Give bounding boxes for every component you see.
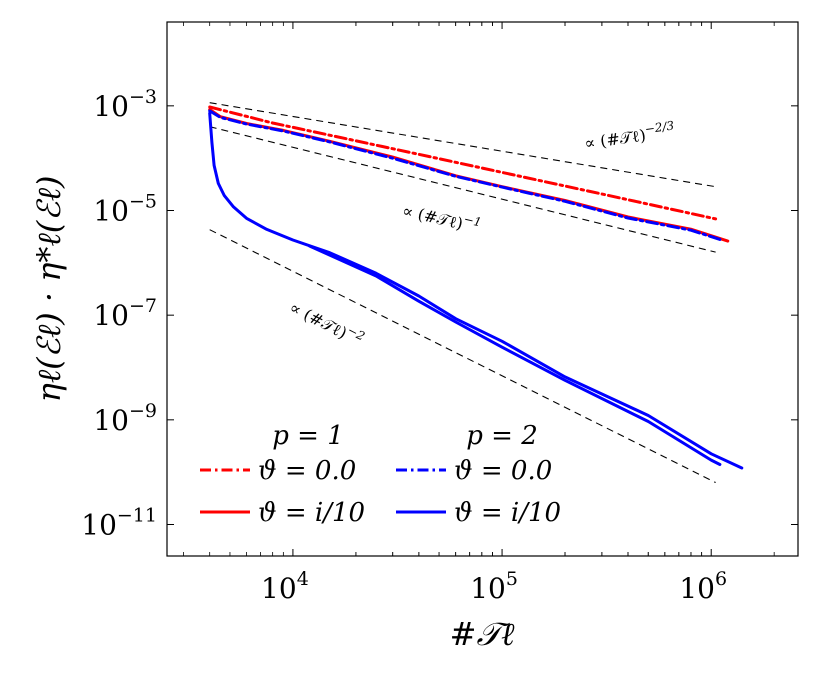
reference-label-base: ∝ (#𝒯ℓ) [583,126,647,153]
reference-label-exp: −2/3 [644,118,675,136]
legend-header: p = 1 [272,421,344,451]
y-tick-exp: −5 [129,191,157,213]
y-tick-label: 10−5 [93,191,157,228]
x-tick-exp: 4 [297,568,309,590]
y-tick-label: 10−3 [93,86,157,123]
legend-label: ϑ = i/10 [258,498,365,528]
series-line-p1_theta0 [208,105,718,221]
y-tick-base: 10 [93,90,129,123]
legend-label: ϑ = 0.0 [258,456,356,486]
y-tick-base: 10 [93,299,129,332]
y-tick-exp: −11 [117,504,157,526]
data-series [208,105,744,470]
legend-header: p = 2 [466,421,538,451]
legend-label: ϑ = i/10 [454,498,561,528]
x-tick-label: 106 [679,568,727,605]
legend-label: ϑ = 0.0 [454,456,552,486]
y-tick-label: 10−11 [81,504,157,541]
y-tick-base: 10 [93,404,129,437]
reference-line [209,229,716,484]
x-tick-base: 10 [679,572,715,605]
y-tick-label: 10−9 [93,400,157,437]
reference-label-base: ∝ (#𝒯ℓ) [286,298,350,343]
x-tick-exp: 6 [715,568,727,590]
reference-line [209,102,716,188]
y-tick-exp: −3 [129,86,157,108]
reference-label: ∝ (#𝒯ℓ)−1 [400,198,482,237]
reference-label-base: ∝ (#𝒯ℓ) [400,201,464,233]
y-tick-label: 10−7 [93,295,157,332]
reference-line [209,126,716,253]
legend: p = 1 p = 2 ϑ = 0.0 ϑ = 0.0 ϑ = i/10 ϑ = i/10 [200,421,561,528]
x-tick-label: 105 [470,568,518,605]
x-axis-title: #𝒯ℓ [450,615,515,653]
reference-label-exp: −1 [462,212,482,230]
series-line-p2_theta_i10_b [308,244,722,466]
x-tick-label: 104 [261,568,309,605]
reference-label: ∝ (#𝒯ℓ)−2 [286,295,367,351]
x-tick-exp: 5 [506,568,518,590]
x-tick-base: 10 [261,572,297,605]
plot-frame [166,21,799,557]
y-axis-title: ηℓ(ℰℓ) · η*ℓ(ℰℓ) [30,176,68,403]
y-tick-base: 10 [81,508,117,541]
reference-label: ∝ (#𝒯ℓ)−2/3 [583,118,677,153]
y-tick-base: 10 [93,195,129,228]
y-tick-exp: −7 [129,295,157,317]
y-tick-exp: −9 [129,400,157,422]
x-tick-base: 10 [470,572,506,605]
series-line-p2_theta0 [208,109,722,241]
